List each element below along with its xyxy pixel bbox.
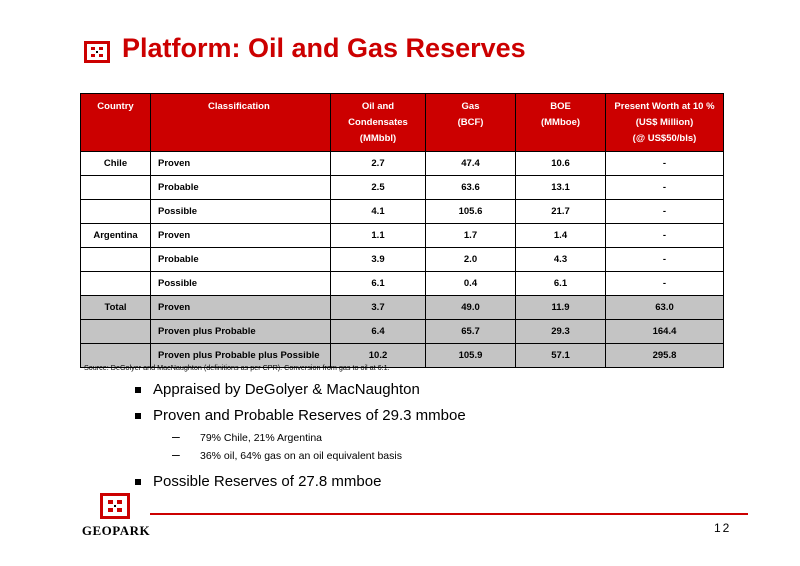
cell-country bbox=[80, 271, 151, 296]
cell-boe: 1.4 bbox=[515, 223, 606, 248]
cell-present-worth: 164.4 bbox=[605, 319, 724, 344]
cell-boe: 13.1 bbox=[515, 175, 606, 200]
header-classification: Classification bbox=[150, 93, 331, 152]
cell-oil: 3.9 bbox=[330, 247, 426, 272]
cell-country: Argentina bbox=[80, 223, 151, 248]
dash-icon: – bbox=[172, 428, 180, 444]
source-note: Source: DeGolyer and MacNaughton (defini… bbox=[84, 363, 390, 372]
cell-gas: 49.0 bbox=[425, 295, 516, 320]
cell-boe: 57.1 bbox=[515, 343, 606, 368]
header-gas: Gas (BCF) bbox=[425, 93, 516, 152]
logo-text: GEOPARK bbox=[81, 523, 151, 538]
header-present-worth: Present Worth at 10 % (US$ Million) (@ US$… bbox=[605, 93, 724, 152]
cell-classification: Proven bbox=[150, 223, 331, 248]
cell-present-worth: - bbox=[605, 271, 724, 296]
cell-country bbox=[80, 199, 151, 224]
cell-classification: Possible bbox=[150, 199, 331, 224]
table-row-total: Proven plus Probable plus Possible 10.2 … bbox=[80, 343, 724, 368]
table-row: Argentina Proven 1.1 1.7 1.4 - bbox=[80, 223, 724, 248]
table-row: Chile Proven 2.7 47.4 10.6 - bbox=[80, 151, 724, 176]
cell-boe: 21.7 bbox=[515, 199, 606, 224]
cell-oil: 4.1 bbox=[330, 199, 426, 224]
cell-oil: 6.1 bbox=[330, 271, 426, 296]
cell-boe: 11.9 bbox=[515, 295, 606, 320]
cell-gas: 1.7 bbox=[425, 223, 516, 248]
cell-classification: Proven plus Probable plus Possible bbox=[150, 343, 331, 368]
cell-classification: Probable bbox=[150, 175, 331, 200]
cell-country bbox=[80, 247, 151, 272]
cell-gas: 2.0 bbox=[425, 247, 516, 272]
cell-gas: 65.7 bbox=[425, 319, 516, 344]
bullet-square-icon bbox=[135, 387, 141, 393]
cell-oil: 3.7 bbox=[330, 295, 426, 320]
cell-oil: 6.4 bbox=[330, 319, 426, 344]
cell-gas: 105.9 bbox=[425, 343, 516, 368]
page-number: 12 bbox=[714, 521, 732, 535]
cell-country bbox=[80, 175, 151, 200]
cell-classification: Probable bbox=[150, 247, 331, 272]
cell-gas: 0.4 bbox=[425, 271, 516, 296]
dash-icon: – bbox=[172, 446, 180, 462]
cell-gas: 105.6 bbox=[425, 199, 516, 224]
cell-country bbox=[80, 319, 151, 344]
cell-gas: 63.6 bbox=[425, 175, 516, 200]
geopark-logo-icon bbox=[84, 41, 110, 63]
cell-oil: 2.5 bbox=[330, 175, 426, 200]
cell-country bbox=[80, 343, 151, 368]
table-row: Possible 4.1 105.6 21.7 - bbox=[80, 199, 724, 224]
page-title: Platform: Oil and Gas Reserves bbox=[122, 33, 526, 63]
bullet-square-icon bbox=[135, 413, 141, 419]
header-oil: Oil and Condensates (MMbbl) bbox=[330, 93, 426, 152]
cell-present-worth: - bbox=[605, 151, 724, 176]
cell-present-worth: - bbox=[605, 199, 724, 224]
table-header-row: Country Classification Oil and Condensate… bbox=[80, 93, 724, 152]
cell-classification: Proven bbox=[150, 151, 331, 176]
cell-classification: Possible bbox=[150, 271, 331, 296]
table-row: Possible 6.1 0.4 6.1 - bbox=[80, 271, 724, 296]
cell-boe: 6.1 bbox=[515, 271, 606, 296]
bullet-square-icon bbox=[135, 479, 141, 485]
cell-oil: 1.1 bbox=[330, 223, 426, 248]
table-row: Probable 3.9 2.0 4.3 - bbox=[80, 247, 724, 272]
header-boe: BOE (MMboe) bbox=[515, 93, 606, 152]
cell-country: Chile bbox=[80, 151, 151, 176]
geopark-logo-icon bbox=[100, 493, 130, 519]
cell-present-worth: - bbox=[605, 223, 724, 248]
cell-present-worth: - bbox=[605, 247, 724, 272]
cell-classification: Proven bbox=[150, 295, 331, 320]
cell-present-worth: 295.8 bbox=[605, 343, 724, 368]
table-row-total: Proven plus Probable 6.4 65.7 29.3 164.4 bbox=[80, 319, 724, 344]
table-row-total: Total Proven 3.7 49.0 11.9 63.0 bbox=[80, 295, 724, 320]
reserves-table: Country Classification Oil and Condensate… bbox=[80, 93, 724, 368]
footer-divider bbox=[150, 513, 748, 515]
cell-present-worth: - bbox=[605, 175, 724, 200]
table-row: Probable 2.5 63.6 13.1 - bbox=[80, 175, 724, 200]
cell-gas: 47.4 bbox=[425, 151, 516, 176]
cell-boe: 29.3 bbox=[515, 319, 606, 344]
cell-present-worth: 63.0 bbox=[605, 295, 724, 320]
footer-logo: GEOPARK bbox=[76, 493, 156, 538]
cell-country: Total bbox=[80, 295, 151, 320]
cell-classification: Proven plus Probable bbox=[150, 319, 331, 344]
header-country: Country bbox=[80, 93, 151, 152]
cell-boe: 4.3 bbox=[515, 247, 606, 272]
cell-oil: 2.7 bbox=[330, 151, 426, 176]
cell-boe: 10.6 bbox=[515, 151, 606, 176]
